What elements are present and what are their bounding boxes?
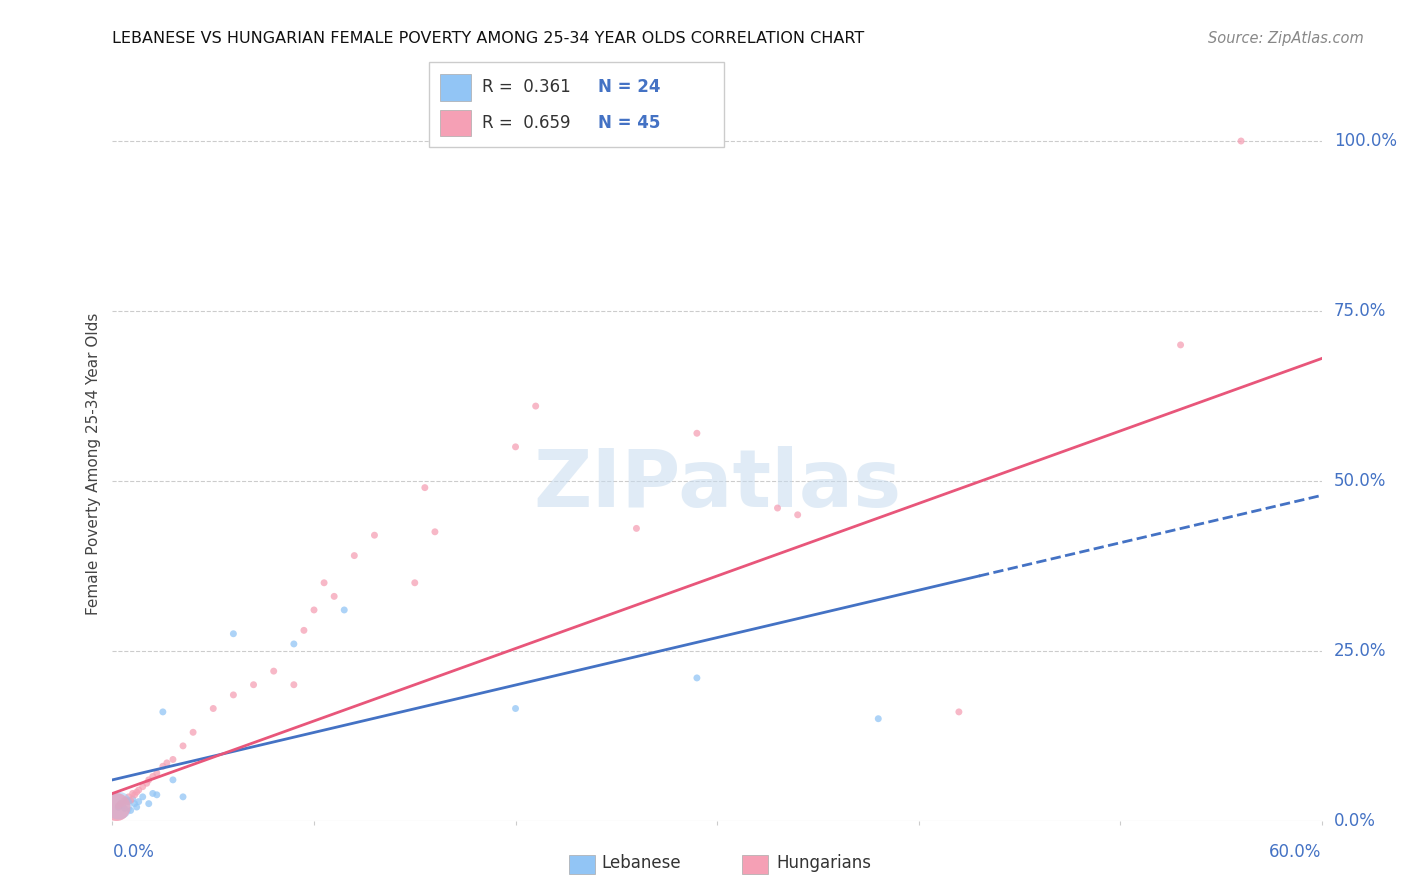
Point — [162, 752, 184, 766]
Point — [292, 624, 315, 638]
Point — [105, 800, 128, 814]
Point — [283, 637, 305, 651]
Point — [181, 725, 204, 739]
Point — [302, 603, 325, 617]
Point — [111, 797, 134, 811]
Point — [124, 797, 146, 811]
Point — [107, 798, 129, 813]
Point — [626, 521, 648, 535]
Text: 60.0%: 60.0% — [1270, 843, 1322, 861]
Point — [686, 426, 709, 441]
Point — [124, 788, 146, 802]
Text: ZIPatlas: ZIPatlas — [533, 446, 901, 524]
Point — [172, 789, 194, 804]
Point — [404, 575, 426, 590]
Point — [117, 789, 139, 804]
Point — [786, 508, 808, 522]
Point — [222, 688, 245, 702]
Point — [333, 603, 356, 617]
Point — [105, 800, 128, 814]
Point — [111, 798, 134, 813]
Point — [1230, 134, 1253, 148]
Point — [152, 705, 174, 719]
Point — [413, 481, 436, 495]
Point — [115, 795, 138, 809]
Point — [121, 787, 143, 801]
Point — [524, 399, 547, 413]
Point — [283, 678, 305, 692]
Point — [263, 664, 285, 678]
Point — [110, 797, 132, 811]
Point — [107, 800, 129, 814]
Point — [686, 671, 709, 685]
Point — [222, 626, 245, 640]
Text: Lebanese: Lebanese — [602, 854, 682, 871]
Point — [135, 776, 157, 790]
Text: N = 24: N = 24 — [598, 78, 659, 96]
Point — [121, 792, 143, 806]
Point — [202, 701, 225, 715]
Point — [114, 793, 136, 807]
Point — [505, 701, 527, 715]
Text: 50.0%: 50.0% — [1334, 472, 1386, 490]
Point — [120, 804, 142, 818]
Text: 0.0%: 0.0% — [112, 843, 155, 861]
Point — [138, 797, 160, 811]
Text: Source: ZipAtlas.com: Source: ZipAtlas.com — [1208, 31, 1364, 46]
Point — [114, 801, 136, 815]
Point — [128, 795, 150, 809]
Point — [128, 783, 150, 797]
Point — [142, 787, 165, 801]
Point — [312, 575, 335, 590]
Point — [242, 678, 264, 692]
Text: 75.0%: 75.0% — [1334, 301, 1386, 320]
Text: LEBANESE VS HUNGARIAN FEMALE POVERTY AMONG 25-34 YEAR OLDS CORRELATION CHART: LEBANESE VS HUNGARIAN FEMALE POVERTY AMO… — [112, 31, 865, 46]
Point — [117, 795, 139, 809]
Text: 100.0%: 100.0% — [1334, 132, 1396, 150]
Point — [505, 440, 527, 454]
Point — [948, 705, 970, 719]
Text: N = 45: N = 45 — [598, 114, 659, 132]
Point — [343, 549, 366, 563]
Point — [156, 756, 179, 770]
Point — [146, 766, 169, 780]
Point — [142, 769, 165, 783]
Point — [132, 780, 155, 794]
Point — [423, 524, 446, 539]
Point — [132, 789, 155, 804]
Point — [323, 590, 346, 604]
Point — [125, 800, 148, 814]
Point — [146, 788, 169, 802]
Point — [115, 793, 138, 807]
Text: R =  0.361: R = 0.361 — [482, 78, 571, 96]
Point — [120, 793, 142, 807]
Text: 0.0%: 0.0% — [1334, 812, 1375, 830]
Point — [1170, 338, 1192, 352]
Text: Hungarians: Hungarians — [776, 854, 872, 871]
Point — [766, 501, 789, 516]
Point — [162, 772, 184, 787]
Point — [125, 785, 148, 799]
Point — [138, 772, 160, 787]
Point — [172, 739, 194, 753]
Point — [868, 712, 890, 726]
Point — [152, 759, 174, 773]
Point — [110, 797, 132, 811]
Point — [363, 528, 385, 542]
Point — [107, 798, 129, 813]
Text: R =  0.659: R = 0.659 — [482, 114, 571, 132]
Text: 25.0%: 25.0% — [1334, 641, 1386, 660]
Y-axis label: Female Poverty Among 25-34 Year Olds: Female Poverty Among 25-34 Year Olds — [86, 313, 101, 615]
